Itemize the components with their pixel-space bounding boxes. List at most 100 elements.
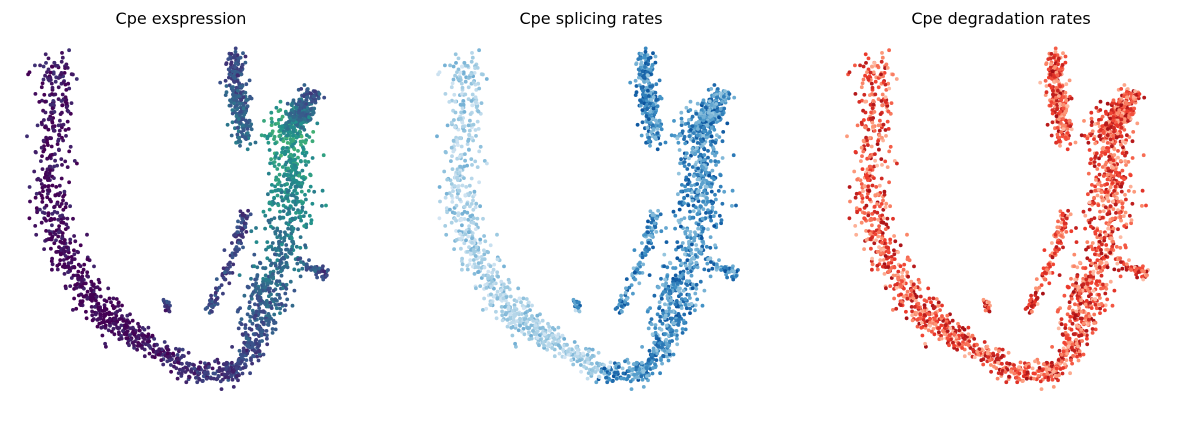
cell-point: [243, 135, 248, 140]
cell-point: [476, 126, 481, 131]
cell-point: [887, 180, 891, 185]
cell-point: [652, 293, 657, 298]
cell-point: [641, 92, 645, 97]
cell-point: [657, 118, 662, 123]
cell-point: [653, 326, 658, 330]
cell-point: [452, 118, 456, 122]
cell-point: [904, 316, 909, 321]
cell-point: [277, 118, 281, 122]
cell-point: [228, 72, 233, 77]
cell-point: [240, 352, 244, 357]
cell-point: [853, 92, 858, 96]
cell-point: [617, 365, 621, 369]
cell-point: [255, 354, 259, 359]
cell-point: [320, 204, 324, 208]
cell-point: [273, 188, 278, 193]
cell-point: [84, 316, 89, 321]
cell-point: [80, 274, 85, 279]
cell-point: [641, 385, 646, 389]
cell-point: [288, 157, 293, 161]
cell-point: [651, 245, 655, 250]
cell-point: [85, 257, 90, 262]
cell-point: [269, 224, 273, 229]
cell-point: [277, 134, 282, 139]
cell-point: [278, 108, 283, 112]
cell-point: [706, 149, 710, 153]
cell-point: [700, 144, 704, 149]
cell-point: [55, 263, 60, 268]
cell-point: [444, 232, 449, 237]
cell-point: [689, 236, 693, 241]
cell-point: [315, 275, 319, 280]
cell-point: [322, 95, 327, 100]
cell-point: [645, 225, 650, 230]
cell-point: [530, 303, 534, 308]
cell-point: [449, 159, 453, 164]
cell-point: [624, 286, 628, 291]
cell-point: [664, 226, 668, 230]
cell-point: [473, 254, 478, 258]
cell-point: [41, 189, 45, 194]
cell-point: [461, 124, 465, 129]
cell-point: [644, 366, 649, 371]
cell-point: [92, 264, 96, 269]
cell-point: [715, 95, 720, 100]
cell-point: [279, 183, 284, 188]
umap-scatter-expression: [25, 46, 330, 391]
cell-point: [597, 374, 601, 379]
cell-point: [285, 141, 290, 145]
cell-point: [714, 197, 718, 202]
cell-point: [257, 352, 262, 357]
cell-point: [243, 330, 248, 335]
cell-point: [240, 371, 245, 376]
cell-point: [103, 323, 108, 328]
cell-point: [473, 227, 478, 232]
cell-point: [714, 163, 718, 167]
cell-point: [48, 102, 53, 107]
cell-point: [312, 106, 317, 111]
cell-point: [71, 308, 75, 312]
cell-point: [463, 79, 468, 84]
cell-point: [459, 246, 463, 251]
cell-point: [248, 124, 253, 128]
cell-point: [114, 313, 119, 318]
cell-point: [291, 226, 296, 231]
cell-point: [192, 366, 197, 371]
cell-point: [118, 308, 122, 312]
cell-point: [41, 77, 46, 82]
cell-point: [241, 127, 246, 132]
cell-point: [647, 135, 651, 140]
cell-point: [718, 173, 723, 178]
cell-point: [529, 323, 534, 328]
cell-point: [250, 342, 255, 347]
cell-point: [135, 347, 140, 352]
cell-point: [478, 240, 483, 245]
cell-point: [299, 218, 303, 223]
cell-point: [48, 237, 53, 242]
cell-point: [676, 322, 680, 327]
cell-point: [265, 136, 270, 141]
cell-point: [602, 371, 607, 376]
cell-point: [655, 147, 660, 152]
cell-point: [683, 188, 688, 193]
cell-point: [34, 232, 39, 237]
cell-point: [209, 293, 214, 298]
cell-point: [230, 360, 234, 365]
cell-point: [291, 133, 296, 138]
cell-point: [283, 291, 288, 296]
cell-point: [466, 139, 470, 143]
cell-point: [513, 323, 518, 328]
cell-point: [709, 184, 713, 189]
cell-point: [176, 360, 181, 365]
cell-point: [303, 192, 307, 197]
cell-point: [136, 321, 140, 326]
cell-point: [98, 294, 103, 299]
cell-point: [720, 139, 725, 144]
cell-point: [46, 184, 50, 189]
cell-point: [847, 185, 852, 189]
cell-point: [256, 358, 261, 363]
cell-point: [470, 51, 474, 55]
cell-point: [60, 92, 65, 97]
cell-point: [278, 209, 282, 214]
cell-point: [463, 152, 467, 157]
